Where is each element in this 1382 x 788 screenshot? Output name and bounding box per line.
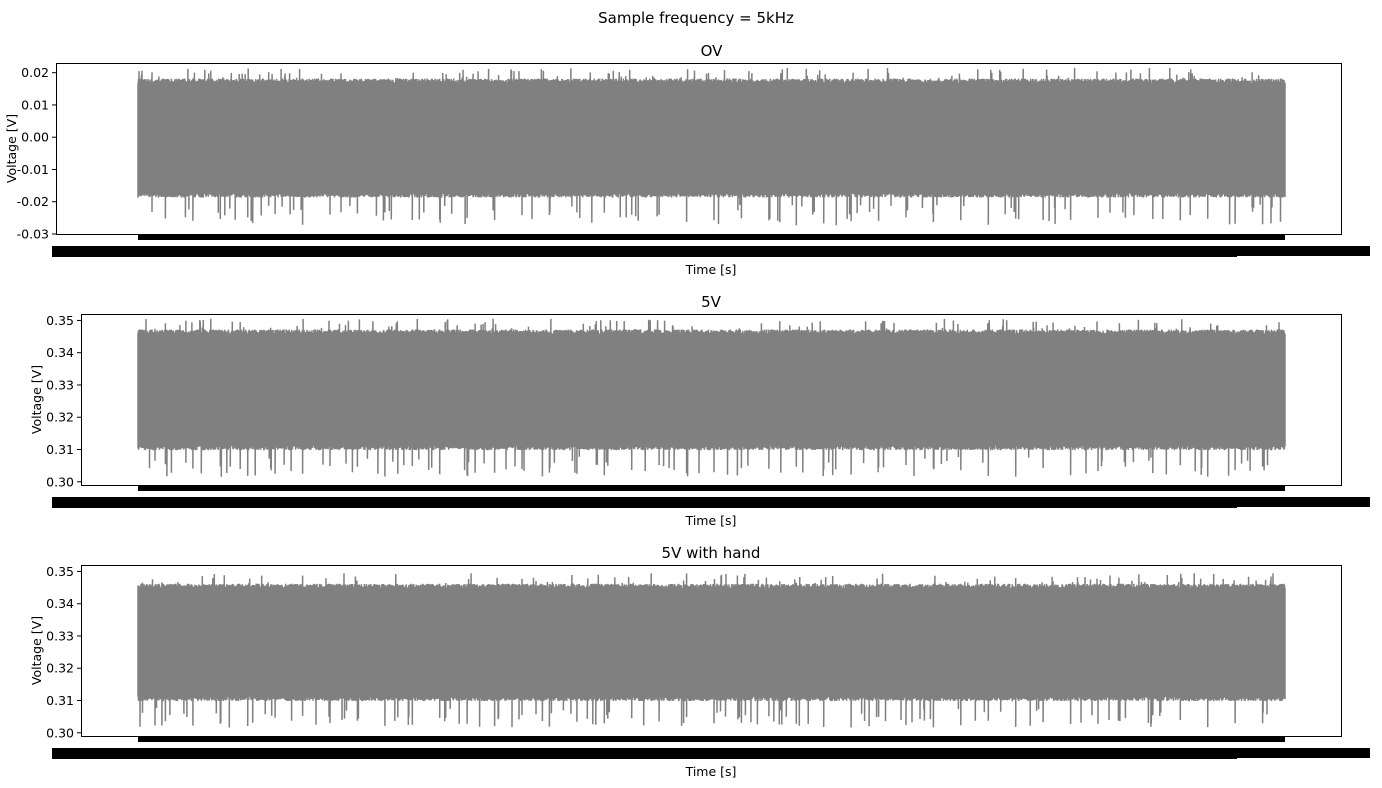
x-tick-labels-overlapping-tail — [52, 505, 1237, 508]
axes-frame — [81, 314, 1342, 486]
y-tick-label: 0.00 — [21, 130, 49, 145]
y-tick-label: 0.02 — [21, 65, 49, 80]
x-tick-labels-overlapping — [52, 246, 1370, 256]
x-axis-label: Time [s] — [685, 764, 737, 779]
y-tick-label: 0.34 — [46, 596, 74, 611]
x-axis-label: Time [s] — [685, 262, 737, 277]
signal-band — [138, 84, 1285, 192]
x-tick-marks — [138, 737, 1285, 742]
x-tick-marks — [138, 486, 1285, 491]
y-tick-label: 0.33 — [46, 628, 74, 643]
y-tick-label: 0.35 — [46, 313, 74, 328]
y-tick-label: 0.34 — [46, 345, 74, 360]
subplot-2: 5V 0.35 0.34 0.33 0.32 0.31 0.30 Voltage [V] Tim… — [29, 293, 1370, 528]
y-tick-label: -0.03 — [17, 227, 49, 242]
x-tick-marks — [138, 235, 1285, 240]
y-tick-label: 0.31 — [46, 693, 74, 708]
y-axis-label: Voltage [V] — [29, 616, 44, 685]
y-axis-label: Voltage [V] — [29, 365, 44, 434]
subplot-title: 5V with hand — [662, 544, 761, 562]
y-tick-label: -0.01 — [17, 162, 49, 177]
x-tick-labels-overlapping — [52, 497, 1370, 507]
y-tick-label: 0.32 — [46, 410, 74, 425]
y-tick-label: 0.30 — [46, 725, 74, 740]
axes-frame — [56, 63, 1342, 235]
y-tick-label: 0.35 — [46, 564, 74, 579]
x-tick-labels-overlapping-tail — [52, 254, 1237, 257]
y-tick-label: 0.01 — [21, 97, 49, 112]
signal-band — [138, 335, 1285, 444]
subplot-1: OV 0.02 0.01 0.00 -0.01 -0.02 -0.03 Voltage [V]… — [4, 42, 1370, 277]
x-axis-label: Time [s] — [685, 513, 737, 528]
y-tick-label: 0.30 — [46, 474, 74, 489]
signal-band — [138, 589, 1285, 695]
subplot-title: OV — [701, 42, 724, 60]
figure-suptitle: Sample frequency = 5kHz — [598, 9, 794, 27]
x-tick-labels-overlapping-tail — [52, 756, 1237, 759]
x-tick-labels-overlapping — [52, 748, 1370, 758]
y-tick-label: 0.31 — [46, 442, 74, 457]
subplot-3: 5V with hand 0.35 0.34 0.33 0.32 0.31 0.30 Volt… — [29, 544, 1370, 779]
y-axis-label: Voltage [V] — [4, 114, 19, 183]
subplot-title: 5V — [701, 293, 722, 311]
axes-frame — [81, 565, 1342, 737]
y-tick-label: 0.32 — [46, 661, 74, 676]
y-tick-label: -0.02 — [17, 194, 49, 209]
y-tick-label: 0.33 — [46, 377, 74, 392]
